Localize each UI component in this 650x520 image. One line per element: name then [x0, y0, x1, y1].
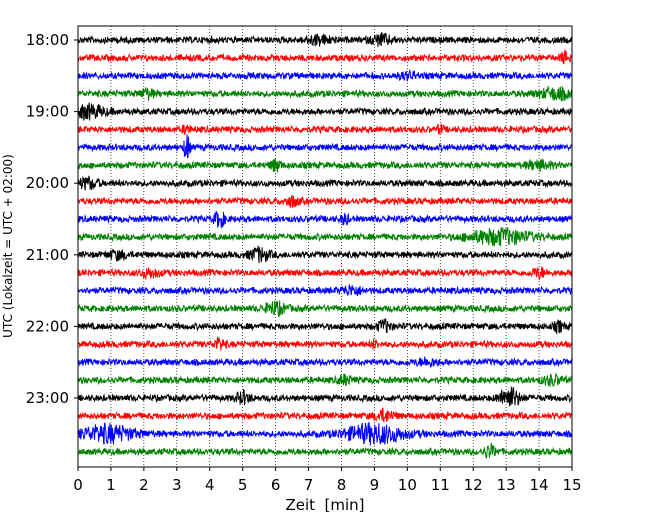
- trace-2000: [77, 175, 573, 191]
- x-tick-label: 0: [73, 476, 83, 494]
- x-tick-label: 13: [497, 476, 516, 494]
- y-tick-label: 23:00: [26, 389, 69, 407]
- trace-2015: [77, 195, 573, 208]
- x-tick-label: 10: [398, 476, 417, 494]
- traces: [77, 32, 573, 460]
- plot-frame: [77, 25, 573, 468]
- y-tick-label: 18:00: [26, 31, 69, 49]
- trace-1830: [77, 68, 573, 82]
- x-tick-label: 8: [337, 476, 347, 494]
- trace-2145: [77, 300, 573, 318]
- trace-1915: [77, 123, 573, 136]
- trace-2200: [77, 318, 573, 336]
- trace-2345: [77, 442, 573, 460]
- x-tick-label: 2: [139, 476, 149, 494]
- x-tick-label: 7: [304, 476, 314, 494]
- trace-2330: [77, 422, 573, 446]
- x-tick-label: 4: [205, 476, 215, 494]
- trace-1930: [77, 134, 573, 159]
- x-tick-label: 14: [530, 476, 549, 494]
- trace-1900: [77, 102, 573, 121]
- x-axis-label: Zeit [min]: [285, 496, 364, 514]
- x-tick-label: 5: [238, 476, 248, 494]
- x-tick-label: 12: [464, 476, 483, 494]
- trace-2100: [77, 245, 573, 263]
- x-axis-ticks: 0 1 2 3 4 5 6 7 8 9 10 11 12 13 14 15: [73, 467, 582, 494]
- y-tick-label: 22:00: [26, 317, 69, 335]
- x-tick-label: 1: [106, 476, 116, 494]
- x-tick-label: 11: [431, 476, 450, 494]
- x-tick-label: 9: [370, 476, 380, 494]
- trace-2215: [77, 336, 573, 351]
- trace-1945: [77, 158, 573, 173]
- trace-2300: [77, 386, 573, 407]
- trace-2115: [77, 266, 573, 281]
- trace-2045: [77, 227, 573, 247]
- trace-2230: [77, 356, 573, 368]
- y-tick-label: 21:00: [26, 246, 69, 264]
- y-axis-ticks: 18:00 19:00 20:00 21:00 22:00 23:00: [26, 31, 78, 407]
- trace-2030: [77, 211, 573, 229]
- trace-2245: [77, 372, 573, 388]
- trace-1815: [77, 49, 573, 65]
- x-tick-label: 6: [271, 476, 281, 494]
- x-tick-label: 15: [562, 476, 581, 494]
- y-axis-label: UTC (Lokalzeit = UTC + 02:00): [1, 154, 15, 338]
- y-tick-label: 20:00: [26, 174, 69, 192]
- trace-2130: [77, 284, 573, 296]
- x-tick-label: 3: [172, 476, 182, 494]
- y-tick-label: 19:00: [26, 103, 69, 121]
- trace-2315: [77, 407, 573, 423]
- trace-1845: [77, 85, 573, 102]
- trace-1800: [77, 32, 573, 48]
